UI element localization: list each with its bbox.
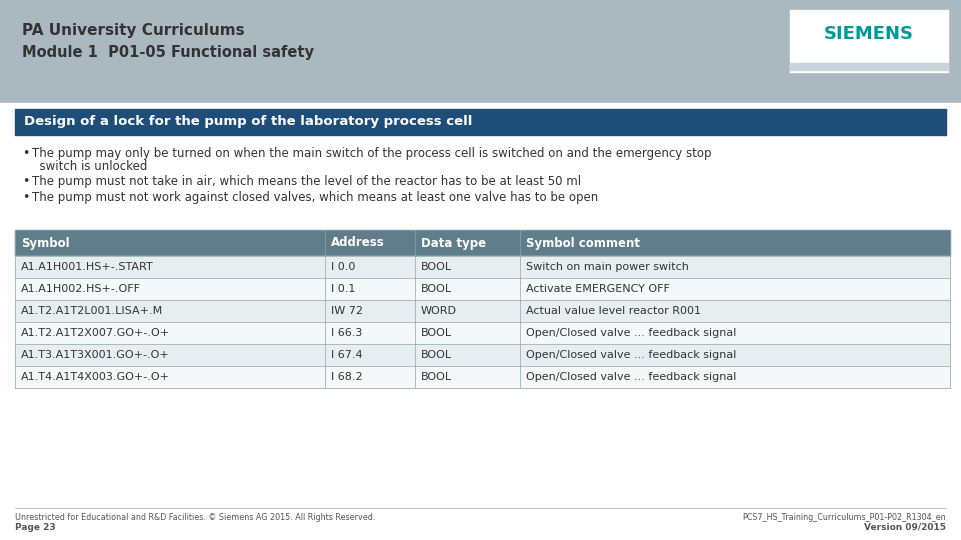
Text: Actual value level reactor R001: Actual value level reactor R001 [526, 306, 701, 316]
Bar [790, 63, 948, 70]
Text: BOOL: BOOL [421, 350, 452, 360]
Text: A1.T2.A1T2X007.GO+-.O+: A1.T2.A1T2X007.GO+-.O+ [21, 328, 170, 338]
Text: SIEMENS: SIEMENS [824, 24, 914, 43]
Text: BOOL: BOOL [421, 284, 452, 294]
Text: A1.T4.A1T4X003.GO+-.O+: A1.T4.A1T4X003.GO+-.O+ [21, 372, 170, 382]
Text: BOOL: BOOL [421, 328, 452, 338]
Text: IW 72: IW 72 [331, 306, 363, 316]
Text: I 68.2: I 68.2 [331, 372, 362, 382]
Bar [15, 109, 946, 135]
Text: A1.A1H001.HS+-.START: A1.A1H001.HS+-.START [21, 262, 154, 272]
Bar [0, 0, 961, 105]
Text: Symbol: Symbol [21, 237, 69, 249]
Text: PA University Curriculums: PA University Curriculums [22, 23, 245, 37]
Text: Symbol comment: Symbol comment [526, 237, 640, 249]
Text: Unrestricted for Educational and R&D Facilities. © Siemens AG 2015. All Rights R: Unrestricted for Educational and R&D Fac… [15, 512, 376, 522]
Text: Switch on main power switch: Switch on main power switch [526, 262, 689, 272]
Bar [0, 103, 961, 107]
Bar [15, 300, 950, 322]
Text: switch is unlocked: switch is unlocked [32, 160, 147, 173]
Text: I 67.4: I 67.4 [331, 350, 362, 360]
Text: The pump may only be turned on when the main switch of the process cell is switc: The pump may only be turned on when the … [32, 147, 711, 160]
Text: BOOL: BOOL [421, 262, 452, 272]
Text: •: • [22, 191, 30, 204]
Text: The pump must not take in air, which means the level of the reactor has to be at: The pump must not take in air, which mea… [32, 176, 581, 188]
Bar [15, 322, 950, 344]
Text: •: • [22, 147, 30, 160]
Text: Data type: Data type [421, 237, 486, 249]
Text: Open/Closed valve ... feedback signal: Open/Closed valve ... feedback signal [526, 372, 736, 382]
Text: Version 09/2015: Version 09/2015 [864, 523, 946, 531]
Text: Open/Closed valve ... feedback signal: Open/Closed valve ... feedback signal [526, 328, 736, 338]
Text: Open/Closed valve ... feedback signal: Open/Closed valve ... feedback signal [526, 350, 736, 360]
Text: I 0.1: I 0.1 [331, 284, 356, 294]
Text: •: • [22, 176, 30, 188]
Text: I 66.3: I 66.3 [331, 328, 362, 338]
Text: Address: Address [331, 237, 384, 249]
Text: PCS7_HS_Training_Curriculums_P01-P02_R1304_en: PCS7_HS_Training_Curriculums_P01-P02_R13… [743, 512, 946, 522]
Text: A1.A1H002.HS+-.OFF: A1.A1H002.HS+-.OFF [21, 284, 141, 294]
Text: I 0.0: I 0.0 [331, 262, 356, 272]
Text: BOOL: BOOL [421, 372, 452, 382]
Text: Module 1  P01-05 Functional safety: Module 1 P01-05 Functional safety [22, 45, 314, 60]
Text: Page 23: Page 23 [15, 523, 56, 531]
Text: A1.T3.A1T3X001.GO+-.O+: A1.T3.A1T3X001.GO+-.O+ [21, 350, 170, 360]
Text: A1.T2.A1T2L001.LISA+.M: A1.T2.A1T2L001.LISA+.M [21, 306, 163, 316]
Text: The pump must not work against closed valves, which means at least one valve has: The pump must not work against closed va… [32, 191, 599, 204]
Bar [15, 230, 950, 256]
Bar [15, 366, 950, 388]
Bar [15, 278, 950, 300]
Bar [790, 10, 948, 72]
Text: Design of a lock for the pump of the laboratory process cell: Design of a lock for the pump of the lab… [24, 116, 473, 129]
Text: WORD: WORD [421, 306, 457, 316]
Bar [15, 256, 950, 278]
Text: Activate EMERGENCY OFF: Activate EMERGENCY OFF [526, 284, 670, 294]
Bar [15, 344, 950, 366]
